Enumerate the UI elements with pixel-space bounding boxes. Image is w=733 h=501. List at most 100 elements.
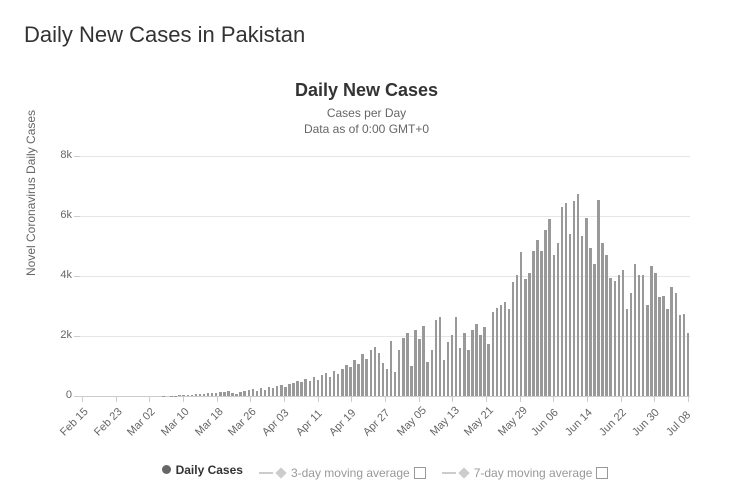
chart-bar[interactable] — [447, 342, 450, 396]
chart-bar[interactable] — [512, 282, 515, 396]
chart-bar[interactable] — [561, 207, 564, 396]
chart-bar[interactable] — [252, 389, 255, 396]
chart-bar[interactable] — [618, 275, 621, 397]
chart-bar[interactable] — [304, 379, 307, 396]
chart-bar[interactable] — [394, 372, 397, 396]
chart-bar[interactable] — [187, 395, 190, 396]
chart-bar[interactable] — [264, 390, 267, 396]
chart-bar[interactable] — [414, 330, 417, 396]
chart-bar[interactable] — [406, 333, 409, 396]
chart-bar[interactable] — [398, 350, 401, 397]
chart-bar[interactable] — [443, 360, 446, 396]
chart-bar[interactable] — [288, 384, 291, 396]
chart-bar[interactable] — [341, 369, 344, 396]
chart-bar[interactable] — [540, 251, 543, 397]
chart-bar[interactable] — [235, 394, 238, 396]
chart-bar[interactable] — [638, 275, 641, 397]
chart-bar[interactable] — [451, 335, 454, 397]
chart-bar[interactable] — [646, 305, 649, 397]
chart-bar[interactable] — [475, 324, 478, 396]
chart-bar[interactable] — [296, 381, 299, 396]
chart-bar[interactable] — [239, 392, 242, 396]
chart-bar[interactable] — [231, 393, 234, 396]
chart-bar[interactable] — [467, 350, 470, 397]
legend-checkbox[interactable] — [596, 467, 608, 479]
chart-bar[interactable] — [276, 386, 279, 396]
chart-bar[interactable] — [272, 388, 275, 396]
chart-bar[interactable] — [300, 382, 303, 396]
chart-bar[interactable] — [675, 293, 678, 397]
legend-item[interactable]: Daily Cases — [162, 463, 243, 477]
chart-bar[interactable] — [487, 344, 490, 397]
chart-bar[interactable] — [520, 252, 523, 396]
chart-bar[interactable] — [630, 293, 633, 397]
chart-bar[interactable] — [455, 317, 458, 397]
chart-bar[interactable] — [410, 366, 413, 396]
chart-bar[interactable] — [687, 333, 690, 396]
chart-bar[interactable] — [361, 354, 364, 396]
chart-bar[interactable] — [622, 270, 625, 396]
chart-bar[interactable] — [500, 305, 503, 397]
chart-bar[interactable] — [516, 275, 519, 397]
chart-bar[interactable] — [345, 365, 348, 397]
chart-bar[interactable] — [426, 362, 429, 397]
chart-bar[interactable] — [597, 200, 600, 397]
chart-bar[interactable] — [268, 387, 271, 396]
chart-bar[interactable] — [349, 367, 352, 396]
chart-bar[interactable] — [321, 375, 324, 396]
chart-bar[interactable] — [329, 377, 332, 396]
chart-bar[interactable] — [585, 218, 588, 397]
chart-bar[interactable] — [337, 374, 340, 396]
chart-bar[interactable] — [292, 383, 295, 397]
chart-bar[interactable] — [658, 297, 661, 396]
chart-bar[interactable] — [492, 312, 495, 396]
chart-bar[interactable] — [402, 338, 405, 397]
chart-bar[interactable] — [284, 387, 287, 396]
chart-bar[interactable] — [544, 230, 547, 397]
chart-bar[interactable] — [666, 309, 669, 396]
chart-bar[interactable] — [390, 341, 393, 397]
chart-bar[interactable] — [199, 394, 202, 396]
chart-bar[interactable] — [463, 333, 466, 396]
chart-bar[interactable] — [589, 248, 592, 397]
chart-bar[interactable] — [609, 278, 612, 397]
legend-item[interactable]: 7-day moving average — [442, 466, 609, 480]
chart-bar[interactable] — [557, 243, 560, 396]
chart-bar[interactable] — [317, 380, 320, 396]
chart-bar[interactable] — [593, 264, 596, 396]
chart-bar[interactable] — [605, 255, 608, 396]
chart-bar[interactable] — [370, 350, 373, 397]
chart-bar[interactable] — [565, 203, 568, 397]
chart-bar[interactable] — [211, 393, 214, 396]
chart-bar[interactable] — [313, 377, 316, 396]
chart-bar[interactable] — [634, 264, 637, 396]
chart-bar[interactable] — [227, 391, 230, 396]
chart-bar[interactable] — [532, 251, 535, 397]
chart-bar[interactable] — [581, 236, 584, 397]
chart-bar[interactable] — [386, 369, 389, 396]
chart-bar[interactable] — [662, 296, 665, 397]
chart-bar[interactable] — [243, 391, 246, 396]
chart-plot-area[interactable]: 02k4k6k8kFeb 15Feb 23Mar 02Mar 10Mar 18M… — [80, 156, 690, 396]
chart-bar[interactable] — [504, 302, 507, 397]
chart-bar[interactable] — [459, 348, 462, 396]
chart-bar[interactable] — [207, 393, 210, 396]
chart-bar[interactable] — [569, 234, 572, 396]
chart-bar[interactable] — [479, 335, 482, 397]
chart-bar[interactable] — [614, 281, 617, 397]
chart-bar[interactable] — [471, 330, 474, 396]
chart-bar[interactable] — [365, 359, 368, 397]
chart-bar[interactable] — [650, 266, 653, 397]
chart-bar[interactable] — [508, 309, 511, 396]
legend-item[interactable]: 3-day moving average — [259, 466, 426, 480]
chart-bar[interactable] — [548, 219, 551, 396]
chart-bar[interactable] — [439, 317, 442, 397]
chart-bar[interactable] — [357, 364, 360, 396]
chart-bar[interactable] — [203, 394, 206, 396]
chart-bar[interactable] — [524, 279, 527, 396]
chart-bar[interactable] — [178, 395, 181, 396]
chart-bar[interactable] — [422, 326, 425, 397]
chart-bar[interactable] — [654, 273, 657, 396]
legend-checkbox[interactable] — [414, 467, 426, 479]
chart-bar[interactable] — [374, 347, 377, 397]
